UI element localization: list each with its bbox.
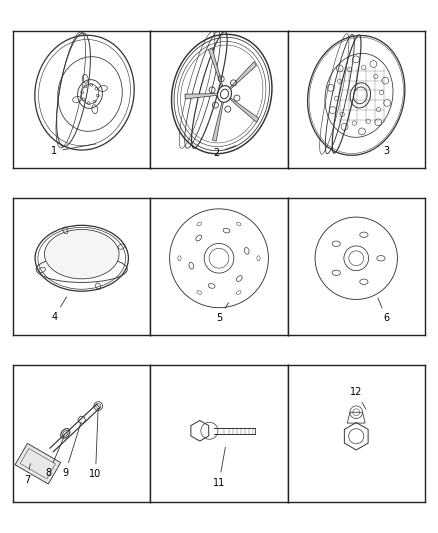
Text: 12: 12 bbox=[350, 387, 366, 409]
Text: 6: 6 bbox=[378, 298, 389, 324]
Text: 9: 9 bbox=[62, 423, 81, 478]
Polygon shape bbox=[15, 443, 60, 484]
Text: 2: 2 bbox=[213, 146, 236, 158]
Text: 7: 7 bbox=[24, 464, 30, 485]
Polygon shape bbox=[230, 98, 259, 122]
Polygon shape bbox=[208, 48, 223, 86]
Text: 5: 5 bbox=[216, 303, 229, 324]
Ellipse shape bbox=[44, 229, 119, 279]
Polygon shape bbox=[185, 94, 218, 99]
Text: 4: 4 bbox=[51, 297, 67, 322]
Text: 3: 3 bbox=[378, 146, 389, 156]
Polygon shape bbox=[212, 102, 223, 141]
Text: 10: 10 bbox=[89, 409, 102, 479]
Text: 11: 11 bbox=[213, 447, 226, 488]
Text: 8: 8 bbox=[46, 436, 64, 478]
Polygon shape bbox=[230, 62, 256, 90]
Text: 1: 1 bbox=[51, 144, 95, 156]
